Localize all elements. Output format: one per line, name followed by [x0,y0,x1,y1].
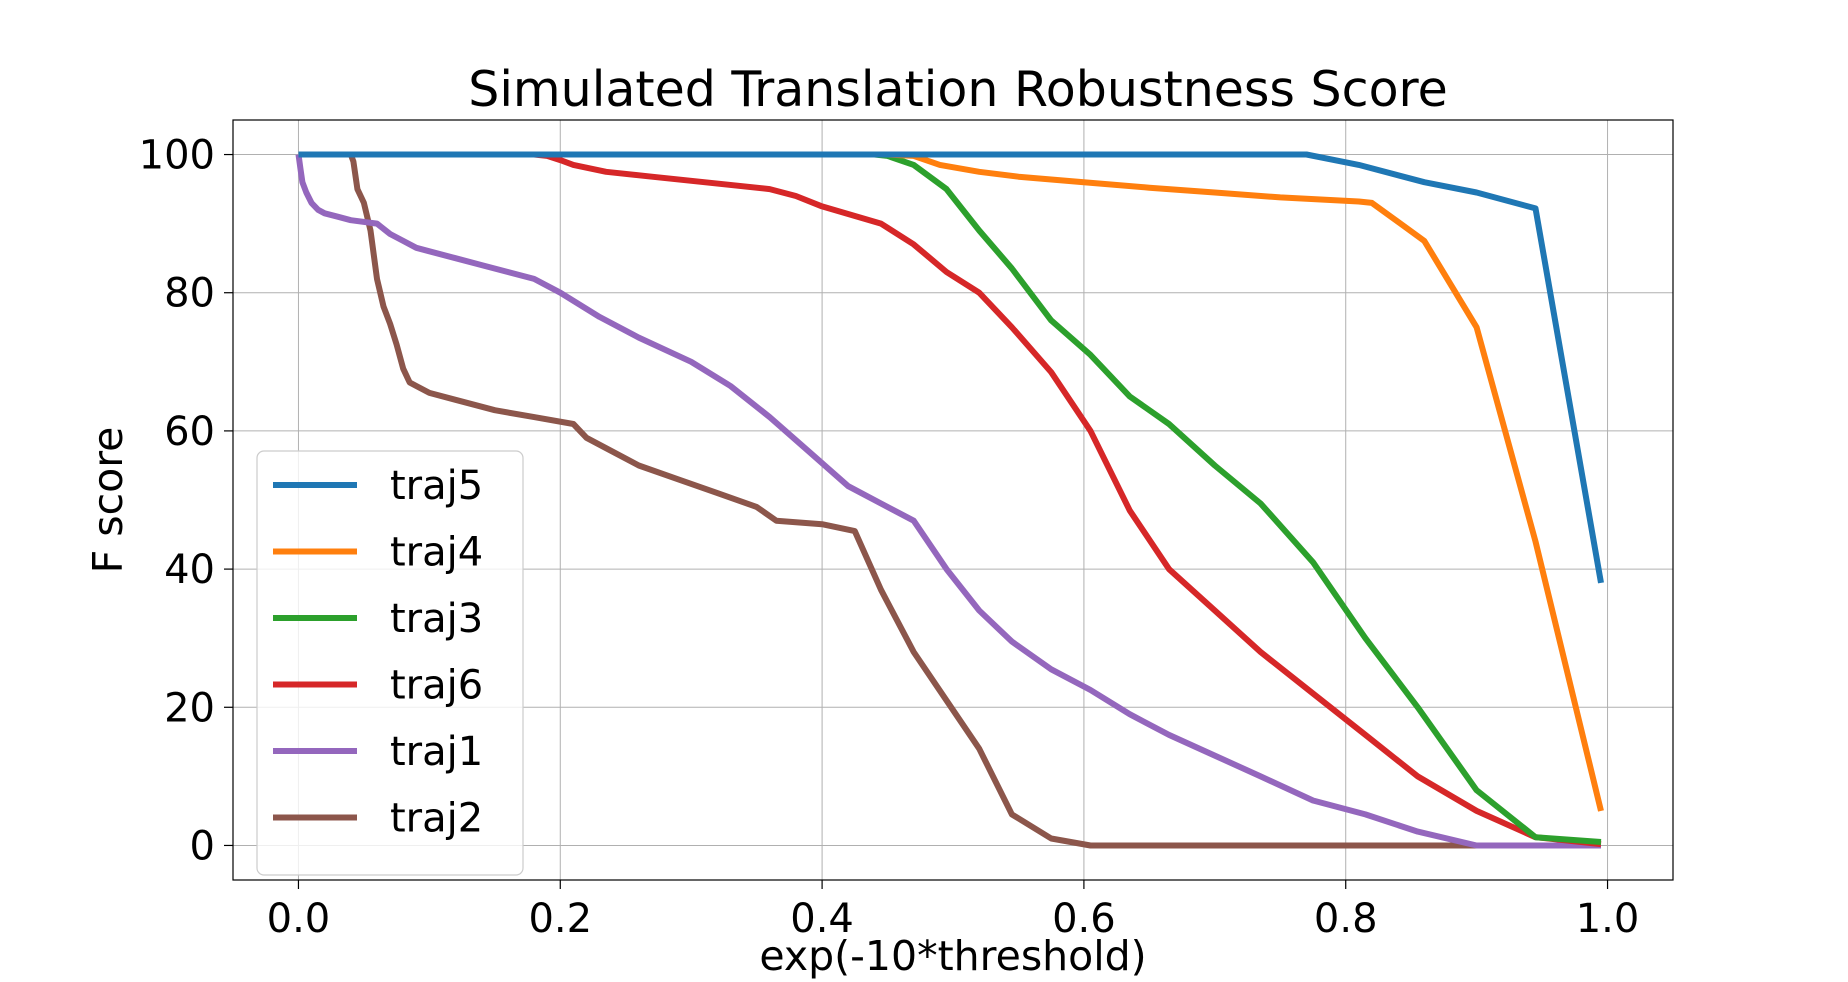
legend-label-traj3: traj3 [390,596,483,642]
y-tick-label: 0 [190,823,215,869]
y-tick-label: 40 [164,547,215,593]
y-tick-label: 20 [164,685,215,731]
legend-label-traj2: traj2 [390,796,483,842]
y-tick-label: 80 [164,271,215,317]
legend-box [256,450,524,876]
legend-label-traj4: traj4 [390,530,483,576]
x-tick-label: 0.8 [1314,896,1378,942]
y-tick-label: 100 [139,133,215,179]
series-line-traj6 [298,151,1602,848]
series-line-traj5 [298,151,1604,584]
plot-frame [232,119,1674,881]
series-line-traj4 [298,151,1604,812]
legend-label-traj1: traj1 [390,729,483,775]
legend-label-traj5: traj5 [390,463,483,509]
series-line-traj3 [298,151,1602,845]
x-tick-label: 0.2 [528,896,592,942]
x-axis-title: exp(-10*threshold) [759,932,1146,980]
x-tick-label: 1.0 [1576,896,1640,942]
x-tick-label: 0.4 [790,896,854,942]
x-tick-label: 0.0 [267,896,331,942]
y-tick-label: 60 [164,409,215,455]
series-line-traj2 [298,151,1601,849]
series-line-traj1 [295,154,1601,849]
y-axis-title: F score [84,427,132,574]
legend: traj5 traj4 traj3 traj6 traj1 traj2 [256,450,524,876]
legend-label-traj6: traj6 [390,663,483,709]
x-tick-label: 0.6 [1052,896,1116,942]
chart-title: Simulated Translation Robustness Score [468,61,1448,118]
series-lines [295,151,1604,849]
axis-ticks: 0.0 0.2 0.4 0.6 0.8 1.0 0 20 40 60 80 100 [139,133,1640,942]
